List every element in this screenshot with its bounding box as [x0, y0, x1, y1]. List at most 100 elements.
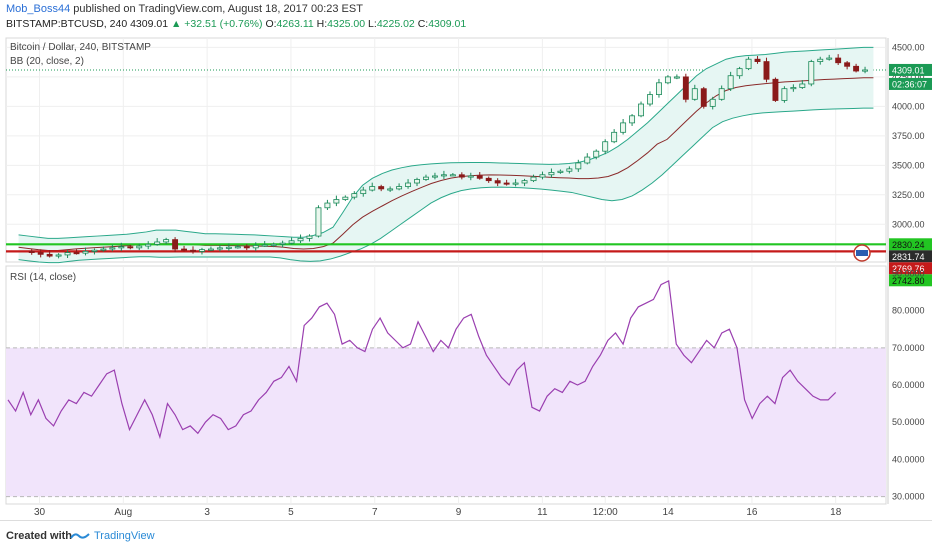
candle-body: [91, 249, 98, 252]
candle-body: [611, 131, 618, 143]
x-tick-label: 12:00: [593, 507, 618, 518]
rsi-tick-label: 90.0000: [892, 268, 925, 278]
header-bar: Mob_Boss44 published on TradingView.com,…: [0, 0, 932, 30]
candle-body: [862, 69, 868, 72]
candle-body: [539, 174, 546, 178]
candle-body: [369, 186, 376, 191]
bb-fill: [18, 47, 874, 263]
candle-body: [548, 171, 555, 176]
x-tick-label: 30: [34, 507, 46, 518]
candle-body: [333, 199, 340, 204]
candle-body: [252, 245, 259, 249]
candle-body: [763, 61, 770, 80]
candle-body: [127, 246, 134, 249]
candle-body: [584, 156, 591, 164]
candle-body: [315, 207, 322, 237]
candle-body: [306, 235, 313, 239]
candle-body: [243, 246, 250, 249]
candle-body: [494, 180, 501, 184]
price-tag-label: 2831.74: [892, 252, 925, 262]
candle-body: [566, 168, 573, 172]
tradingview-brand-link[interactable]: TradingView: [94, 530, 155, 542]
candle-body: [172, 239, 179, 250]
price-tick-label: 3000.00: [892, 219, 925, 229]
flag-icon: [853, 244, 871, 262]
candle-body: [136, 245, 143, 249]
candle-body: [790, 87, 797, 90]
candle-body: [360, 189, 367, 195]
price-tag: [889, 238, 932, 251]
candle-body: [154, 241, 161, 245]
high-value: 4325.00: [327, 18, 366, 30]
high-label: H:: [316, 18, 328, 30]
candle-body: [602, 141, 609, 152]
candle-body: [440, 174, 447, 177]
price-tag: [889, 262, 932, 275]
candle-body: [682, 76, 689, 100]
x-tick-label: 14: [663, 507, 675, 518]
price-tag-label: 2742.80: [892, 276, 925, 286]
price-tag: [889, 77, 932, 90]
candle-body: [118, 246, 125, 249]
price-tag-label: 4309.01: [892, 65, 925, 75]
author-link[interactable]: Mob_Boss44: [6, 3, 71, 15]
candle-body: [145, 243, 152, 247]
candle-body: [799, 83, 806, 88]
candle-body: [64, 252, 71, 256]
candle-body: [181, 248, 187, 251]
rsi-legend: RSI (14, close): [10, 272, 77, 283]
candle-body: [485, 177, 492, 182]
flag-badge-fill: [856, 250, 868, 256]
candle-body: [405, 182, 412, 187]
x-tick-label: 3: [204, 507, 210, 518]
bb-upper-line: [18, 46, 874, 239]
price-tag: [889, 63, 932, 76]
candle-body: [458, 174, 465, 178]
price-tick-label: 4000.00: [892, 101, 925, 111]
horizontal-lines[interactable]: [6, 243, 886, 253]
candle-body: [190, 249, 196, 252]
candle-body: [73, 252, 80, 255]
candle-body: [826, 57, 833, 60]
price-axes: 3000.00 3250.00 3500.00 3750.00 4000.00 4250.…: [887, 38, 932, 504]
candle-body: [163, 239, 170, 243]
rsi-tick-label: 40.0000: [892, 454, 925, 464]
price-tag: [889, 274, 932, 287]
price-tag-label: 2769.76: [892, 264, 925, 274]
chart-canvas[interactable]: 3000.00 3250.00 3500.00 3750.00 4000.00 4250.…: [0, 0, 932, 520]
candle-body: [772, 78, 779, 101]
x-tick-label: 11: [537, 507, 548, 518]
open-value: 4263.11: [276, 18, 314, 30]
candle-body: [261, 244, 268, 247]
price-tick-label: 3500.00: [892, 160, 925, 170]
candle-body: [647, 94, 653, 105]
candle-body: [853, 65, 860, 72]
rsi-tick-label: 30.0000: [892, 492, 925, 502]
rsi-band-fill: [6, 347, 886, 497]
rsi-tick-label: 60.0000: [892, 380, 925, 390]
rsi-tick-label: 50.0000: [892, 417, 925, 427]
footer: Created with TradingView: [0, 520, 932, 551]
candle-body: [691, 88, 698, 100]
created-with-label: Created with: [6, 530, 73, 542]
ohlc-line: BITSTAMP:BTCUSD, 240 4309.01 ▲ +32.51 (+…: [6, 18, 466, 30]
candle-body: [673, 76, 680, 79]
candle-body: [467, 175, 474, 178]
candle-body: [700, 88, 707, 107]
price-change: ▲ +32.51 (+0.76%): [170, 18, 263, 30]
candle-body: [234, 246, 241, 249]
close-label: C:: [417, 18, 429, 30]
candle-body: [414, 179, 420, 184]
candle-body: [342, 196, 349, 200]
candle-body: [638, 103, 644, 117]
low-value: 4225.02: [376, 18, 415, 30]
publish-text: published on TradingView.com, August 18,…: [73, 3, 363, 15]
candle-body: [709, 98, 716, 107]
rsi-tick-label: 80.0000: [892, 306, 925, 316]
candle-body: [46, 253, 53, 257]
candle-body: [844, 62, 851, 67]
candle-body: [37, 252, 44, 255]
candle-body: [503, 182, 510, 185]
candle-body: [664, 76, 671, 84]
candle-body: [387, 188, 394, 191]
